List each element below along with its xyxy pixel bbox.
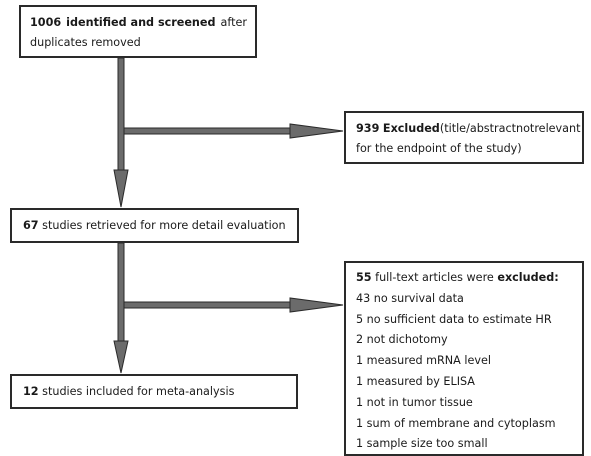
- excluded-box: 939 Excluded (title/abstract not relevan…: [344, 111, 584, 164]
- identified-rest: after: [220, 16, 247, 29]
- excluded-line-2: for the endpoint of the study): [356, 142, 522, 155]
- retrieved-box: 67 studies retrieved for more detail eva…: [10, 208, 299, 243]
- retrieved-text: studies retrieved for more detail evalua…: [42, 219, 286, 232]
- arrow-shaft-2: [117, 242, 125, 342]
- fulltext-excluded-box: 55 full-text articles were excluded: 43 …: [344, 261, 584, 456]
- exclusion-reason: 1 sum of membrane and cytoplasm: [356, 416, 556, 430]
- retrieved-count: 67: [23, 219, 39, 232]
- excluded-count: 939: [356, 122, 380, 135]
- fulltext-excluded-count: 55: [356, 271, 372, 284]
- arrowhead-down-1: [113, 169, 129, 208]
- fulltext-excluded-bold: excluded:: [497, 271, 559, 284]
- excluded-word-3: relevant: [534, 122, 581, 135]
- exclusion-reason: 5 no sufficient data to estimate HR: [356, 312, 552, 326]
- fulltext-excluded-text: full-text articles were: [375, 271, 494, 284]
- identified-line-2: duplicates removed: [30, 36, 141, 49]
- included-text: studies included for meta-analysis: [42, 385, 235, 398]
- exclusion-reason: 2 not dichotomy: [356, 333, 448, 347]
- included-count: 12: [23, 385, 39, 398]
- excluded-word-1: (title/abstract: [439, 122, 516, 135]
- identified-bold: identified and screened: [66, 16, 216, 29]
- included-box: 12 studies included for meta-analysis: [10, 374, 298, 409]
- excluded-line-1: 939 Excluded (title/abstract not relevan…: [356, 119, 582, 139]
- exclusion-reason: 1 measured mRNA level: [356, 354, 491, 368]
- exclusion-reason: 1 measured by ELISA: [356, 374, 475, 388]
- exclusion-reason: 1 not in tumor tissue: [356, 395, 473, 409]
- identified-count: 1006: [30, 16, 62, 29]
- arrow-branch-1: [123, 127, 291, 135]
- exclusion-reason: 1 sample size too small: [356, 437, 488, 451]
- retrieved-line: 67 studies retrieved for more detail eva…: [23, 216, 297, 236]
- arrow-shaft-1: [117, 57, 125, 171]
- arrowhead-down-2: [113, 340, 129, 374]
- fulltext-excluded-header: 55 full-text articles were excluded:: [356, 268, 582, 289]
- included-line: 12 studies included for meta-analysis: [23, 382, 296, 402]
- arrowhead-right-2: [289, 297, 344, 313]
- identified-line-1: 1006 identified and screened after: [30, 13, 255, 33]
- excluded-word-2: not: [516, 122, 535, 135]
- arrow-branch-2: [123, 301, 291, 309]
- exclusion-reason: 43 no survival data: [356, 291, 464, 305]
- excluded-bold: Excluded: [382, 122, 440, 135]
- arrowhead-right-1: [289, 123, 344, 139]
- identified-box: 1006 identified and screened after dupli…: [19, 5, 257, 58]
